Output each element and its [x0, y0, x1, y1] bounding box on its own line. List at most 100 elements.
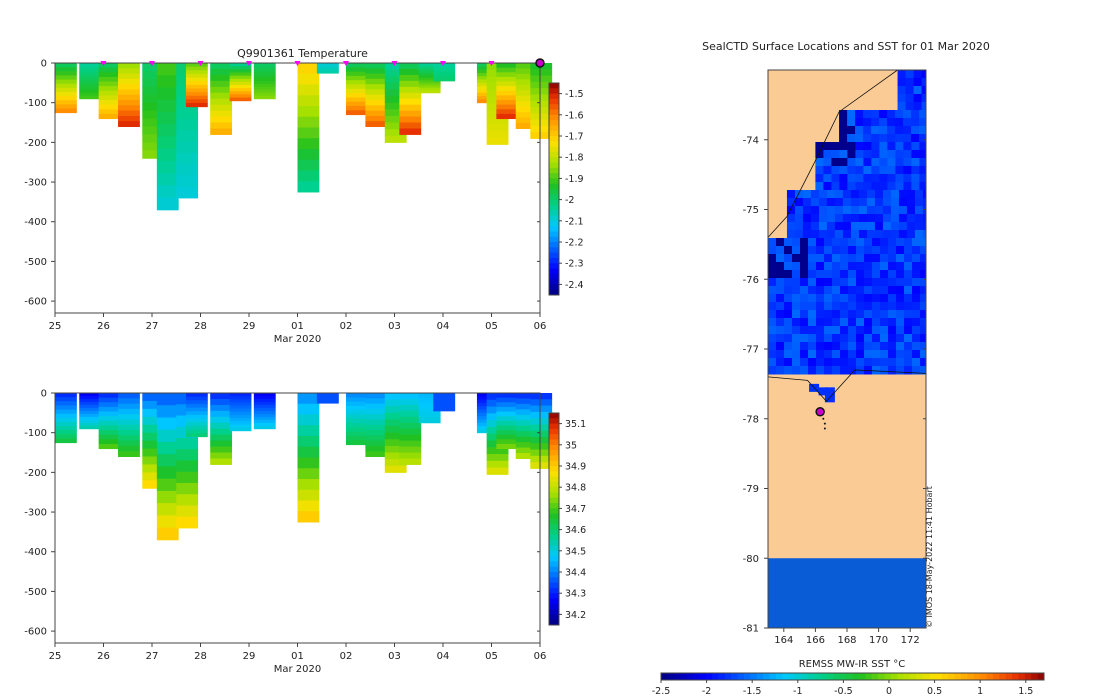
sst-cell [855, 110, 864, 119]
profile-column [55, 63, 77, 114]
sst-cell [840, 246, 849, 255]
colorbar-tick-label: -2 [702, 686, 711, 697]
profile-cell [297, 159, 320, 171]
sst-cell [874, 190, 884, 199]
profile-cell [384, 459, 407, 467]
profile-cell [142, 150, 165, 159]
sst-cell [776, 326, 785, 335]
sst-cell [802, 222, 812, 231]
profile-cell [98, 443, 121, 450]
profile-cell [118, 115, 140, 122]
sst-cell [922, 222, 927, 231]
profile-cell [55, 79, 77, 85]
profile-cell [316, 67, 339, 70]
colorbar-segment [549, 582, 559, 589]
profile-cell [210, 446, 233, 454]
profile-cell [156, 405, 179, 418]
profile-cell [418, 90, 441, 94]
sst-cell [903, 134, 912, 143]
profile-cell [496, 72, 519, 78]
profile-cell [496, 434, 519, 440]
sst-cell [831, 158, 840, 167]
sst-cell [887, 134, 896, 143]
sst-cell [786, 190, 796, 199]
sst-cell [904, 366, 913, 375]
profile-cell [486, 137, 509, 145]
sst-cell [896, 366, 905, 375]
sst-cell [858, 190, 868, 199]
colorbar-segment [549, 598, 559, 605]
profile-cell [346, 440, 368, 446]
sst-cell [919, 174, 927, 183]
profile-cell [229, 399, 252, 403]
profile-cell [55, 100, 77, 105]
sst-cell [896, 350, 905, 359]
sst-cell [904, 358, 913, 367]
profile-cell [253, 401, 276, 406]
profile-cell [253, 68, 276, 73]
lat-tick-label: -75 [743, 205, 759, 216]
profile-cell [253, 89, 276, 94]
profile-cell [185, 81, 208, 86]
salinity-section-panel: 0 -100 -200 -300 -400 -500 -600 25 26 27 28 29 01 02 0… [24, 389, 586, 676]
sst-cell [816, 262, 825, 271]
profile-cell [418, 397, 441, 401]
profile-cell [297, 403, 320, 415]
sst-cell [794, 206, 804, 215]
colorbar-tick-label: -2.4 [565, 280, 584, 291]
profile-cell [530, 424, 553, 432]
profile-cell [98, 434, 121, 440]
colorbar-segment [1031, 673, 1039, 680]
profile-cell [297, 511, 320, 523]
colorbar-segment [878, 673, 885, 680]
y-tick-label: -500 [24, 257, 47, 268]
profile-cell [515, 106, 538, 113]
sst-cell [850, 190, 860, 199]
station-marker [294, 61, 301, 66]
sst-cell [896, 318, 905, 327]
profile-cell [210, 104, 233, 112]
profile-column [210, 63, 233, 135]
sst-cell [914, 206, 924, 215]
profile-cell [515, 431, 538, 438]
profile-cell [176, 119, 199, 131]
profile-cell [142, 110, 165, 120]
x-tick-label: 05 [485, 651, 498, 662]
profile-cell [118, 403, 140, 410]
sst-cell [784, 310, 793, 319]
profile-cell [118, 414, 140, 420]
profile-cell [384, 452, 407, 460]
profile-cell [346, 75, 368, 81]
sst-cell [911, 182, 920, 191]
profile-cell [98, 439, 121, 445]
profile-cell [142, 142, 165, 151]
sst-cell [895, 142, 904, 151]
sst-cell [800, 318, 809, 327]
profile-cell [384, 76, 407, 84]
colorbar-segment [549, 130, 559, 137]
sst-cell [896, 302, 905, 311]
profile-cell [142, 94, 165, 104]
colorbar-tick-label: -2.5 [652, 686, 671, 697]
sst-cell [896, 310, 905, 319]
sst-cell [898, 222, 908, 231]
profile-cell [229, 63, 252, 67]
sst-cell [912, 238, 921, 247]
sst-cell [832, 278, 841, 287]
sst-cell [848, 262, 857, 271]
profile-cell [316, 63, 339, 65]
colorbar-segment [549, 83, 559, 89]
profile-cell [496, 95, 519, 101]
sst-cell [880, 326, 889, 335]
track-point [823, 427, 826, 430]
profile-cell [297, 170, 320, 182]
sst-cell [904, 278, 913, 287]
profile-cell [185, 66, 208, 71]
profile-cell [346, 84, 368, 90]
profile-cell [210, 440, 233, 448]
colorbar-tick-label: -1.7 [565, 132, 584, 143]
profile-cell [118, 100, 140, 106]
profile-cell [316, 395, 339, 397]
profile-cell [384, 122, 407, 130]
coastline-west [767, 69, 898, 238]
